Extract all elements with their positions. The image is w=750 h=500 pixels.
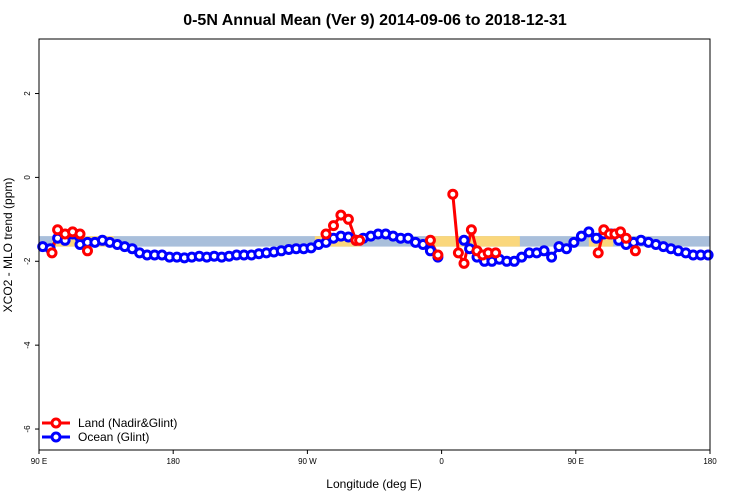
land-point: [432, 249, 444, 261]
y-tick-label: 2: [23, 91, 32, 96]
x-tick-label: 0: [439, 457, 444, 466]
x-tick-label: 90 E: [31, 457, 47, 466]
ocean-point: [546, 251, 558, 263]
x-tick-label: 90 E: [568, 457, 584, 466]
land-point: [629, 245, 641, 257]
chart-title: 0-5N Annual Mean (Ver 9) 2014-09-06 to 2…: [183, 12, 567, 29]
highlight-segment: [463, 236, 520, 247]
land-point: [424, 234, 436, 246]
land-point: [354, 234, 366, 246]
land-point: [447, 188, 459, 200]
land-point: [490, 247, 502, 259]
legend-land-marker: [50, 417, 62, 429]
ocean-point: [538, 245, 550, 257]
land-point: [46, 247, 58, 259]
ocean-point: [583, 226, 595, 238]
x-axis-label: Longitude (deg E): [326, 477, 421, 491]
reference-band: [39, 236, 710, 247]
land-point: [592, 247, 604, 259]
land-point: [74, 228, 86, 240]
land-point: [320, 228, 332, 240]
plot-frame: [38, 38, 711, 451]
x-tick-label: 180: [167, 457, 181, 466]
land-point: [342, 213, 354, 225]
series-layer: [37, 188, 714, 269]
ocean-point: [702, 249, 714, 261]
land-point: [458, 257, 470, 269]
land-point: [620, 232, 632, 244]
legend-land-label: Land (Nadir&Glint): [78, 416, 177, 430]
land-point: [328, 220, 339, 232]
land-point: [465, 224, 477, 236]
x-tick-label: 180: [703, 457, 717, 466]
legend-ocean-label: Ocean (Glint): [78, 430, 149, 444]
y-tick-label: 0: [23, 175, 32, 180]
ocean-point: [561, 243, 572, 255]
x-tick-label: 90 W: [298, 457, 317, 466]
ocean-point: [458, 234, 470, 246]
ocean-point: [568, 236, 580, 248]
legend: Land (Nadir&Glint) Ocean (Glint): [42, 416, 177, 444]
land-point: [82, 245, 93, 257]
highlight-segment: [426, 236, 464, 247]
y-tick-label: -4: [23, 341, 32, 349]
land-point: [452, 247, 464, 259]
legend-ocean-marker: [50, 431, 62, 443]
reference-band-layer: [39, 236, 710, 247]
y-tick-label: -6: [23, 425, 32, 433]
axes-layer: 90 E 180 90 W 0 90 E 180 2 0 -2 -4 -6: [23, 38, 717, 466]
y-axis-label: XCO2 - MLO trend (ppm): [1, 178, 15, 313]
land-point: [615, 226, 626, 238]
y-tick-label: -2: [23, 257, 32, 265]
